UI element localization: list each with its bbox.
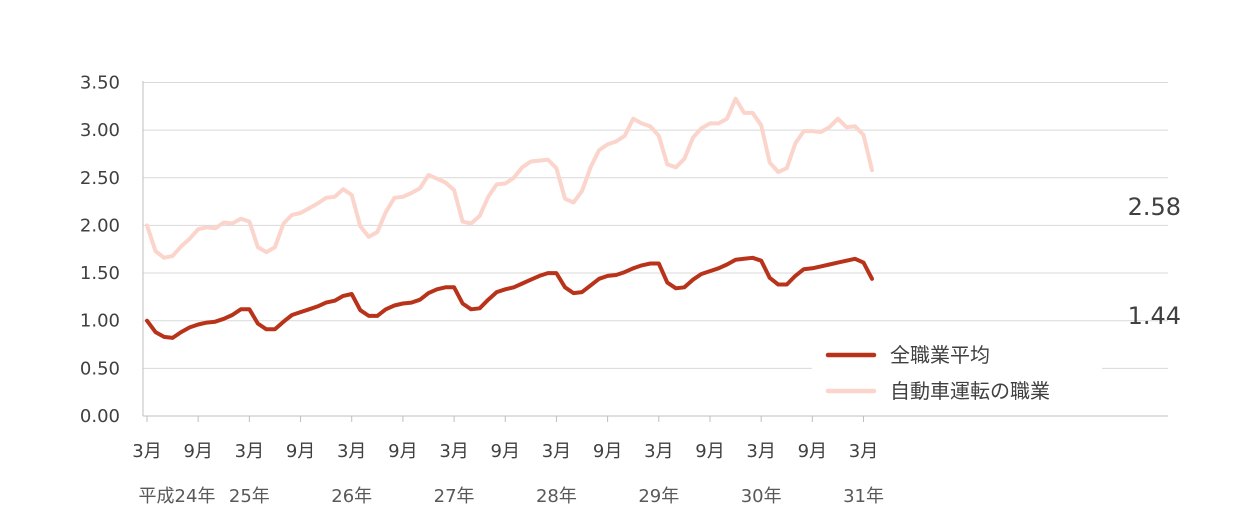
y-tick-label: 1.50 xyxy=(80,263,120,284)
y-tick-label: 0.50 xyxy=(80,358,120,379)
x-tick-label: 3月 xyxy=(849,441,878,462)
series-line-all-jobs xyxy=(145,255,874,340)
gridlines xyxy=(143,81,1168,369)
y-tick-label: 0.00 xyxy=(80,406,120,427)
series-line-drivers xyxy=(145,96,874,260)
end-label-all-jobs: 1.44 xyxy=(1128,302,1181,330)
x-year-label: 28年 xyxy=(536,486,577,507)
x-tick-label: 3月 xyxy=(337,441,366,462)
x-year-label: 25年 xyxy=(229,486,270,507)
end-label-drivers: 2.58 xyxy=(1128,193,1181,221)
y-tick-label: 3.00 xyxy=(80,120,120,141)
x-year-label: 平成24年 xyxy=(139,486,216,507)
y-axis: 0.00 0.50 1.00 1.50 2.00 2.50 3.00 3.50 xyxy=(80,72,144,427)
x-tick-label: 9月 xyxy=(491,441,520,462)
x-tick-label: 9月 xyxy=(286,441,315,462)
legend-background xyxy=(812,336,1102,412)
x-year-label: 31年 xyxy=(843,486,884,507)
y-tick-label: 2.50 xyxy=(80,168,120,189)
x-tick-label: 9月 xyxy=(695,441,724,462)
series-lines xyxy=(145,96,874,340)
x-tick-label: 3月 xyxy=(235,441,264,462)
x-year-label: 30年 xyxy=(741,486,782,507)
y-tick-label: 2.00 xyxy=(80,215,120,236)
x-year-label: 29年 xyxy=(638,486,679,507)
legend-label-all-jobs: 全職業平均 xyxy=(890,343,990,367)
x-tick-label: 3月 xyxy=(746,441,775,462)
y-tick-label: 1.00 xyxy=(80,311,120,332)
x-tick-label: 3月 xyxy=(644,441,673,462)
x-tick-label: 9月 xyxy=(183,441,212,462)
end-labels: 2.58 1.44 xyxy=(1128,193,1181,330)
x-year-label: 27年 xyxy=(434,486,475,507)
x-year-label: 26年 xyxy=(331,486,372,507)
x-tick-label: 9月 xyxy=(593,441,622,462)
legend-label-drivers: 自動車運転の職業 xyxy=(890,379,1050,403)
x-tick-label: 9月 xyxy=(798,441,827,462)
y-tick-label: 3.50 xyxy=(80,72,120,93)
x-tick-label: 3月 xyxy=(132,441,161,462)
legend: 全職業平均 自動車運転の職業 xyxy=(812,336,1102,412)
x-tick-label: 3月 xyxy=(542,441,571,462)
x-tick-label: 9月 xyxy=(388,441,417,462)
x-tick-label: 3月 xyxy=(439,441,468,462)
